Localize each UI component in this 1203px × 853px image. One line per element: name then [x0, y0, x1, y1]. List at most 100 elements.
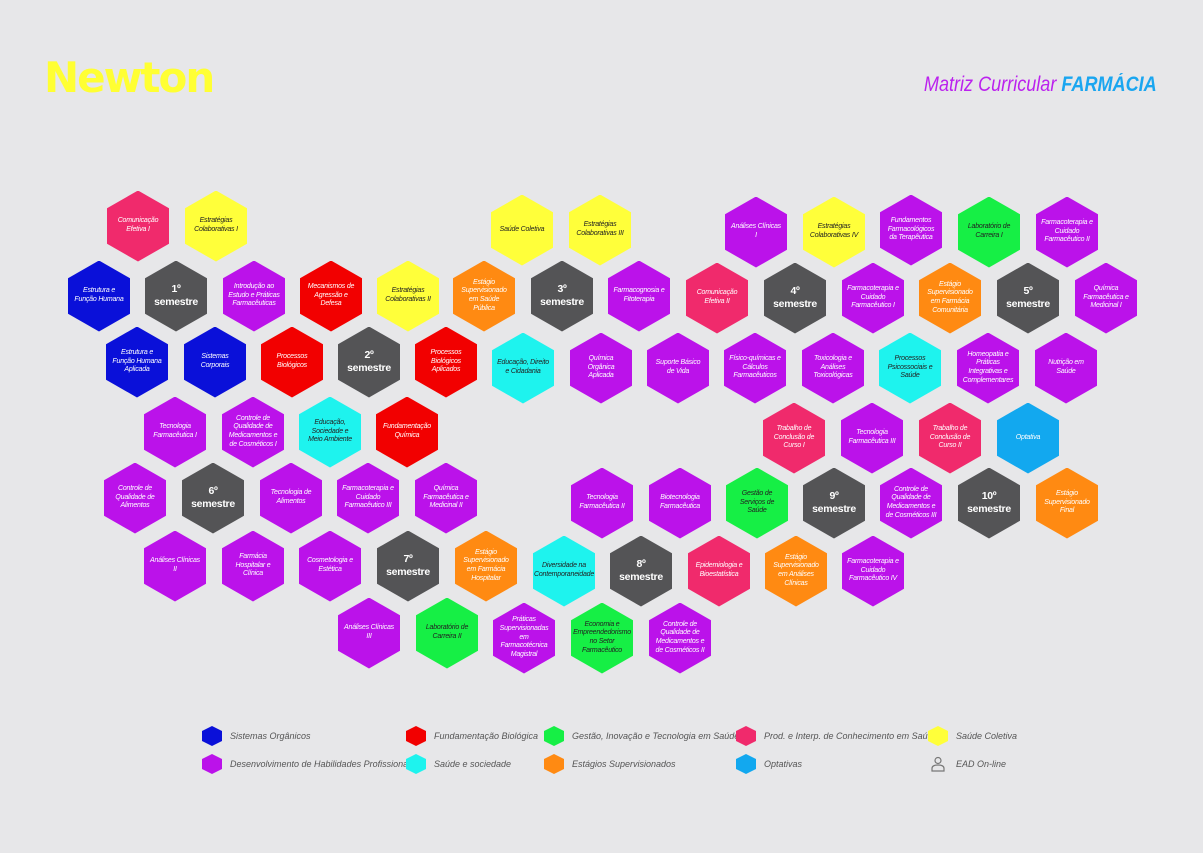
legend-item-saude-e-sociedade: Saúde e sociedade	[406, 753, 511, 775]
hex-label: Farmacoterapia e Cuidado Farmacêutico I	[847, 284, 899, 310]
legend-label: Prod. e Interp. de Conhecimento em Saúde	[764, 731, 938, 741]
course-hex-farmacoterapia-e-cuidado-farmaceutico-iv: Farmacoterapia e Cuidado Farmacêutico IV	[842, 535, 904, 607]
hex-label: Diversidade na Contemporaneidade	[533, 562, 595, 578]
course-hex-praticas-supervisionadas-em-farmacotecnica-magistral: Práticas Supervisionadas em Farmacotécni…	[493, 602, 555, 674]
hex-label: Trabalho de Conclusão de Curso I	[773, 424, 815, 450]
course-hex-sistemas-corporais: Sistemas Corporais	[184, 326, 246, 398]
course-hex-optativa: Optativa	[997, 402, 1059, 474]
legend-label: Estágios Supervisionados	[572, 759, 676, 769]
legend-label: Saúde e sociedade	[434, 759, 512, 769]
semester-hex-4-semestre: 4º semestre	[764, 262, 826, 334]
hex-label: 1º semestre	[154, 282, 198, 308]
hex-label: Processos Biológicos Aplicados	[430, 348, 462, 374]
legend-swatch	[406, 726, 426, 746]
course-hex-cosmetologia-e-estetica: Cosmetologia e Estética	[299, 530, 361, 602]
hex-label: 10º semestre	[967, 489, 1011, 515]
legend-item-fundamentacao-biologica: Fundamentação Biológica	[406, 725, 538, 747]
course-hex-tecnologia-farmaceutica-iii: Tecnologia Farmacêutica III	[841, 402, 903, 474]
legend-item-ead-on-line: EAD On-line	[928, 753, 1006, 775]
semester-hex-2-semestre: 2º semestre	[338, 326, 400, 398]
legend-swatch	[736, 726, 756, 746]
course-hex-farmacognosia-e-fitoterapia: Farmacognosia e Fitoterapia	[608, 260, 670, 332]
course-hex-quimica-farmaceutica-e-medicinal-i: Química Farmacêutica e Medicinal I	[1075, 262, 1137, 334]
course-hex-fundamentacao-quimica: Fundamentação Química	[376, 396, 438, 468]
legend-swatch	[202, 754, 222, 774]
course-hex-analises-clinicas-iii: Análises Clínicas III	[338, 597, 400, 669]
hex-label: Tecnologia Farmacêutica I	[153, 423, 197, 439]
course-hex-economia-e-empreendedorismo-no-setor-farmaceutico: Economia e Empreendedorismo no Setor Far…	[571, 602, 633, 674]
course-hex-tecnologia-farmaceutica-i: Tecnologia Farmacêutica I	[144, 396, 206, 468]
course-hex-farmacia-hospitalar-e-clinica: Farmácia Hospitalar e Clínica	[222, 530, 284, 602]
course-hex-processos-psicossociais-e-saude: Processos Psicossociais e Saúde	[879, 332, 941, 404]
hex-label: Estágio Supervisionado em Análises Clíni…	[773, 553, 819, 587]
course-hex-tecnologia-de-alimentos: Tecnologia de Alimentos	[260, 462, 322, 534]
person-icon	[928, 754, 948, 774]
course-hex-laboratorio-de-carreira-ii: Laboratório de Carreira II	[416, 597, 478, 669]
hex-label: Comunicação Efetiva I	[117, 217, 159, 233]
hex-label: Processos Psicossociais e Saúde	[887, 354, 933, 380]
course-hex-quimica-organica-aplicada: Química Orgânica Aplicada	[570, 332, 632, 404]
semester-hex-9-semestre: 9º semestre	[803, 467, 865, 539]
hex-label: Sistemas Corporais	[200, 353, 230, 369]
course-hex-controle-de-qualidade-de-medicamentos-e-de-cosmeticos-ii: Controle de Qualidade de Medicamentos e …	[649, 602, 711, 674]
course-hex-farmacoterapia-e-cuidado-farmaceutico-iii: Farmacoterapia e Cuidado Farmacêutico II…	[337, 462, 399, 534]
hex-label: 6º semestre	[191, 484, 235, 510]
legend-label: Saúde Coletiva	[956, 731, 1018, 741]
course-hex-educacao-direito-e-cidadania: Educação, Direito e Cidadania	[492, 332, 554, 404]
hex-label: Comunicação Efetiva II	[696, 289, 738, 305]
hex-label: Cosmetologia e Estética	[307, 557, 353, 573]
legend-swatch	[544, 754, 564, 774]
semester-hex-1-semestre: 1º semestre	[145, 260, 207, 332]
hex-label: Química Orgânica Aplicada	[587, 354, 615, 380]
hex-label: Estratégias Colaborativas III	[576, 221, 624, 237]
hex-label: Análises Clínicas II	[150, 557, 200, 573]
hex-label: Farmacognosia e Fitoterapia	[613, 287, 665, 303]
course-hex-quimica-farmaceutica-e-medicinal-ii: Química Farmacêutica e Medicinal II	[415, 462, 477, 534]
course-hex-toxicologia-e-analises-toxicologicas: Toxicologia e Análises Toxicológicas	[802, 332, 864, 404]
course-hex-controle-de-qualidade-de-medicamentos-e-de-cosmeticos-i: Controle de Qualidade de Medicamentos e …	[222, 396, 284, 468]
hex-label: Suporte Básico de Vida	[655, 359, 701, 375]
hex-label: Fundamentos Farmacológicos da Terapêutic…	[887, 216, 935, 242]
hex-label: Farmacoterapia e Cuidado Farmacêutico IV	[847, 557, 899, 583]
hex-label: Estágio Supervisionado em Farmácia Hospi…	[463, 548, 509, 582]
hex-label: Controle de Qualidade de Medicamentos e …	[655, 620, 705, 654]
hex-label: Estratégias Colaborativas IV	[809, 223, 859, 239]
course-hex-suporte-basico-de-vida: Suporte Básico de Vida	[647, 332, 709, 404]
hex-label: Saúde Coletiva	[499, 225, 545, 233]
hex-label: Química Farmacêutica e Medicinal II	[423, 484, 469, 510]
course-hex-saude-coletiva: Saúde Coletiva	[491, 194, 553, 266]
legend-swatch	[736, 754, 756, 774]
hex-label: Trabalho de Conclusão de Curso II	[929, 424, 971, 450]
hex-label: Laboratório de Carreira I	[967, 223, 1011, 239]
semester-hex-8-semestre: 8º semestre	[610, 535, 672, 607]
semester-hex-6-semestre: 6º semestre	[182, 462, 244, 534]
hex-label: Estágio Supervisionado em Saúde Pública	[461, 278, 507, 312]
hex-label: Estrutura e Função Humana Aplicada	[112, 348, 162, 374]
course-hex-laboratorio-de-carreira-i: Laboratório de Carreira I	[958, 196, 1020, 268]
hex-label: Educação, Direito e Cidadania	[497, 359, 549, 375]
hex-label: Físico-químicas e Cálculos Farmacêuticos	[729, 354, 781, 380]
hex-label: Controle de Qualidade de Medicamentos e …	[885, 485, 937, 519]
course-hex-processos-biologicos: Processos Biológicos	[261, 326, 323, 398]
legend-item-sistemas-organicos: Sistemas Orgânicos	[202, 725, 311, 747]
legend-item-saude-coletiva: Saúde Coletiva	[928, 725, 1017, 747]
hex-label: Processos Biológicos	[276, 353, 308, 369]
hex-label: Farmácia Hospitalar e Clínica	[235, 552, 271, 578]
course-hex-diversidade-na-contemporaneidade: Diversidade na Contemporaneidade	[533, 535, 595, 607]
course-hex-homeopatia-e-praticas-integrativas-e-complementares: Homeopatia e Práticas Integrativas e Com…	[957, 332, 1019, 404]
hex-label: Controle de Qualidade de Medicamentos e …	[228, 414, 278, 448]
hex-label: 4º semestre	[773, 284, 817, 310]
course-hex-estrutura-e-funcao-humana-aplicada: Estrutura e Função Humana Aplicada	[106, 326, 168, 398]
course-hex-comunicacao-efetiva-ii: Comunicação Efetiva II	[686, 262, 748, 334]
hex-label: Fundamentação Química	[383, 423, 431, 439]
course-hex-biotecnologia-farmaceutica: Biotecnologia Farmacêutica	[649, 467, 711, 539]
course-hex-comunicacao-efetiva-i: Comunicação Efetiva I	[107, 190, 169, 262]
hex-label: Estágio Supervisionado Final	[1044, 489, 1090, 515]
hex-label: Estrutura e Função Humana	[74, 287, 124, 303]
legend-label: EAD On-line	[956, 759, 1007, 769]
legend-swatch	[406, 754, 426, 774]
course-hex-gestao-de-servicos-de-saude: Gestão de Serviços de Saúde	[726, 467, 788, 539]
hex-label: Estratégias Colaborativas II	[385, 287, 431, 303]
course-hex-trabalho-de-conclusao-de-curso-i: Trabalho de Conclusão de Curso I	[763, 402, 825, 474]
course-hex-tecnologia-farmaceutica-ii: Tecnologia Farmacêutica II	[571, 467, 633, 539]
